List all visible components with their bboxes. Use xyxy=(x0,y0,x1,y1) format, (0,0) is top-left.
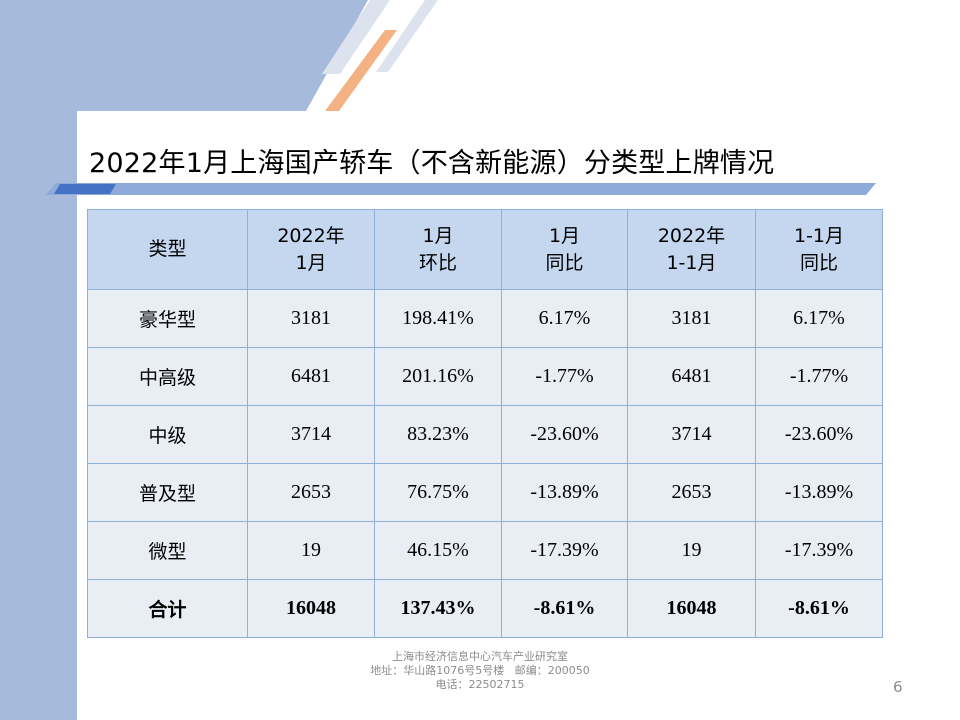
footer-contact: 上海市经济信息中心汽车产业研究室 地址：华山路1076号5号楼 邮编：20005… xyxy=(340,650,620,692)
value-cell: 6.17% xyxy=(755,289,883,348)
header-jan-2022: 2022年 1月 xyxy=(247,209,375,290)
value-cell: 6481 xyxy=(627,347,756,406)
header-ytd-yoy: 1-1月 同比 xyxy=(755,209,883,290)
value-cell: -13.89% xyxy=(755,463,883,522)
table-row: 微型 19 46.15% -17.39% 19 -17.39% xyxy=(87,521,883,580)
value-cell: 137.43% xyxy=(374,579,502,638)
value-cell: -8.61% xyxy=(755,579,883,638)
value-cell: 2653 xyxy=(247,463,375,522)
value-cell: 2653 xyxy=(627,463,756,522)
table-row: 普及型 2653 76.75% -13.89% 2653 -13.89% xyxy=(87,463,883,522)
type-cell: 合计 xyxy=(87,579,248,638)
footer-address: 地址：华山路1076号5号楼 邮编：200050 xyxy=(370,664,590,677)
light-accent-stripe-1 xyxy=(322,0,390,74)
table-row: 豪华型 3181 198.41% 6.17% 3181 6.17% xyxy=(87,289,883,348)
footer-org: 上海市经济信息中心汽车产业研究室 xyxy=(392,650,568,663)
value-cell: 19 xyxy=(247,521,375,580)
value-cell: 198.41% xyxy=(374,289,502,348)
top-decor-band xyxy=(0,0,438,111)
footer-phone: 电话：22502715 xyxy=(435,678,525,691)
value-cell: 16048 xyxy=(627,579,756,638)
value-cell: 46.15% xyxy=(374,521,502,580)
table-row: 中级 3714 83.23% -23.60% 3714 -23.60% xyxy=(87,405,883,464)
value-cell: -23.60% xyxy=(501,405,628,464)
header-ytd-2022: 2022年 1-1月 xyxy=(627,209,756,290)
value-cell: -13.89% xyxy=(501,463,628,522)
title-underline xyxy=(46,183,876,195)
value-cell: -8.61% xyxy=(501,579,628,638)
table-header-row: 类型 2022年 1月 1月 环比 1月 同比 2022年 1-1月 1-1月 同比 xyxy=(87,209,883,290)
value-cell: 3714 xyxy=(247,405,375,464)
page-number: 6 xyxy=(893,678,903,696)
value-cell: 6.17% xyxy=(501,289,628,348)
type-cell: 微型 xyxy=(87,521,248,580)
value-cell: 3181 xyxy=(627,289,756,348)
value-cell: 76.75% xyxy=(374,463,502,522)
table-row: 中高级 6481 201.16% -1.77% 6481 -1.77% xyxy=(87,347,883,406)
left-decor-band xyxy=(0,0,77,720)
value-cell: 201.16% xyxy=(374,347,502,406)
value-cell: 19 xyxy=(627,521,756,580)
table-total-row: 合计 16048 137.43% -8.61% 16048 -8.61% xyxy=(87,579,883,638)
header-jan-mom: 1月 环比 xyxy=(374,209,502,290)
registration-table: 类型 2022年 1月 1月 环比 1月 同比 2022年 1-1月 1-1月 同比 豪华… xyxy=(87,209,883,638)
value-cell: 16048 xyxy=(247,579,375,638)
value-cell: -17.39% xyxy=(755,521,883,580)
header-jan-yoy: 1月 同比 xyxy=(501,209,628,290)
value-cell: 3181 xyxy=(247,289,375,348)
type-cell: 豪华型 xyxy=(87,289,248,348)
value-cell: -1.77% xyxy=(501,347,628,406)
orange-accent-stripe xyxy=(325,30,397,111)
value-cell: 83.23% xyxy=(374,405,502,464)
light-accent-stripe-2 xyxy=(376,0,438,72)
type-cell: 中级 xyxy=(87,405,248,464)
value-cell: -1.77% xyxy=(755,347,883,406)
value-cell: 6481 xyxy=(247,347,375,406)
type-cell: 中高级 xyxy=(87,347,248,406)
type-cell: 普及型 xyxy=(87,463,248,522)
page-title: 2022年1月上海国产轿车（不含新能源）分类型上牌情况 xyxy=(89,148,775,179)
value-cell: -17.39% xyxy=(501,521,628,580)
value-cell: 3714 xyxy=(627,405,756,464)
value-cell: -23.60% xyxy=(755,405,883,464)
header-type: 类型 xyxy=(87,209,248,290)
